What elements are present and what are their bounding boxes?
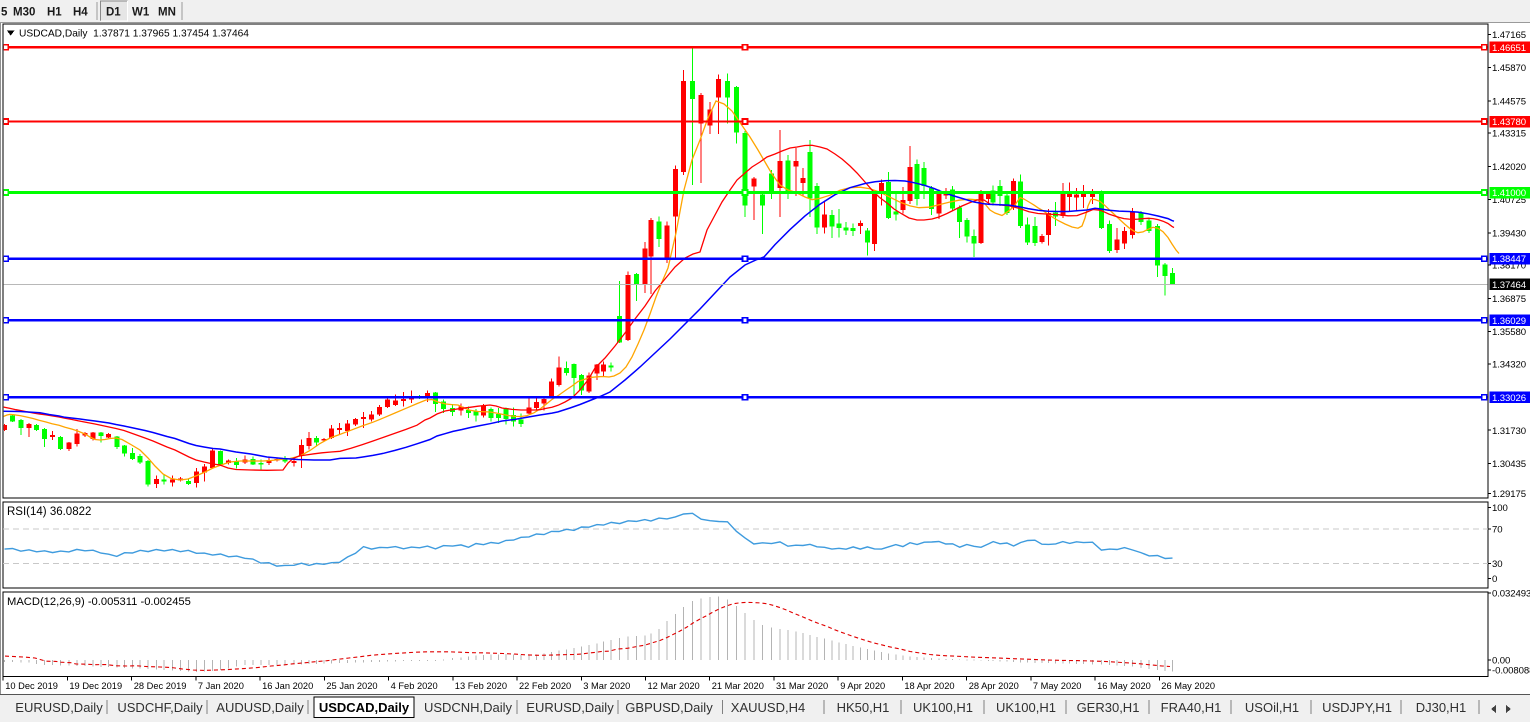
svg-text:D1: D1 [106, 7, 121, 19]
svg-text:1.42020: 1.42020 [1492, 162, 1526, 173]
svg-text:1.44575: 1.44575 [1492, 96, 1526, 107]
svg-text:1.38170: 1.38170 [1492, 261, 1526, 272]
svg-text:26 May 2020: 26 May 2020 [1161, 681, 1215, 691]
svg-text:9 Apr 2020: 9 Apr 2020 [840, 681, 885, 691]
svg-text:21 Mar 2020: 21 Mar 2020 [712, 681, 764, 691]
svg-text:1.41000: 1.41000 [1492, 188, 1526, 199]
svg-text:MN: MN [158, 7, 176, 19]
svg-text:1.33026: 1.33026 [1492, 393, 1526, 404]
svg-text:RSI(14) 36.0822: RSI(14) 36.0822 [7, 506, 91, 518]
svg-text:UK100,H1: UK100,H1 [913, 700, 973, 715]
svg-text:0: 0 [1492, 574, 1497, 585]
svg-text:M30: M30 [13, 7, 35, 19]
svg-text:W1: W1 [132, 7, 150, 19]
svg-text:10 Dec 2019: 10 Dec 2019 [5, 681, 58, 691]
svg-text:3 Mar 2020: 3 Mar 2020 [583, 681, 630, 691]
svg-text:0.032493: 0.032493 [1492, 588, 1530, 599]
svg-text:12 Mar 2020: 12 Mar 2020 [648, 681, 700, 691]
svg-text:25 Jan 2020: 25 Jan 2020 [326, 681, 377, 691]
svg-text:DJ30,H1: DJ30,H1 [1416, 700, 1467, 715]
svg-text:16 May 2020: 16 May 2020 [1097, 681, 1151, 691]
svg-text:1.39430: 1.39430 [1492, 228, 1526, 239]
svg-text:USDCNH,Daily: USDCNH,Daily [424, 700, 513, 715]
svg-text:16 Jan 2020: 16 Jan 2020 [262, 681, 313, 691]
svg-text:31 Mar 2020: 31 Mar 2020 [776, 681, 828, 691]
svg-text:1.38447: 1.38447 [1492, 254, 1526, 265]
svg-text:GER30,H1: GER30,H1 [1077, 700, 1140, 715]
svg-text:1.47165: 1.47165 [1492, 30, 1526, 41]
svg-text:H1: H1 [47, 7, 62, 19]
svg-text:EURUSD,Daily: EURUSD,Daily [526, 700, 614, 715]
svg-text:70: 70 [1492, 525, 1502, 536]
svg-text:0.00: 0.00 [1492, 655, 1510, 666]
svg-text:AUDUSD,Daily: AUDUSD,Daily [216, 700, 304, 715]
svg-text:HK50,H1: HK50,H1 [837, 700, 890, 715]
svg-text:USDCAD,Daily: USDCAD,Daily [319, 700, 410, 715]
svg-text:USDCHF,Daily: USDCHF,Daily [117, 700, 203, 715]
svg-text:22 Feb 2020: 22 Feb 2020 [519, 681, 571, 691]
svg-text:UK100,H1: UK100,H1 [996, 700, 1056, 715]
svg-text:XAUUSD,H4: XAUUSD,H4 [731, 700, 805, 715]
svg-text:USDCAD,Daily 1.37871 1.37965: USDCAD,Daily 1.37871 1.37965 1.37454 1.3… [19, 28, 249, 39]
svg-text:7 May 2020: 7 May 2020 [1033, 681, 1082, 691]
svg-text:EURUSD,Daily: EURUSD,Daily [15, 700, 103, 715]
svg-text:30: 30 [1492, 559, 1502, 570]
svg-text:28 Dec 2019: 28 Dec 2019 [134, 681, 187, 691]
svg-text:1.34320: 1.34320 [1492, 359, 1526, 370]
svg-text:GBPUSD,Daily: GBPUSD,Daily [625, 700, 713, 715]
svg-text:100: 100 [1492, 503, 1508, 514]
svg-text:1.36875: 1.36875 [1492, 294, 1526, 305]
svg-text:5: 5 [1, 7, 8, 19]
svg-text:H4: H4 [73, 7, 88, 19]
svg-text:7 Jan 2020: 7 Jan 2020 [198, 681, 244, 691]
svg-text:1.31730: 1.31730 [1492, 426, 1526, 437]
svg-text:4 Feb 2020: 4 Feb 2020 [391, 681, 438, 691]
svg-text:1.43780: 1.43780 [1492, 117, 1526, 128]
svg-text:USDJPY,H1: USDJPY,H1 [1322, 700, 1392, 715]
svg-text:1.35580: 1.35580 [1492, 327, 1526, 338]
svg-text:1.37464: 1.37464 [1492, 280, 1527, 291]
svg-text:1.36029: 1.36029 [1492, 316, 1526, 327]
svg-text:1.29175: 1.29175 [1492, 489, 1526, 500]
svg-text:19 Dec 2019: 19 Dec 2019 [69, 681, 122, 691]
svg-text:1.40725: 1.40725 [1492, 195, 1526, 206]
svg-text:FRA40,H1: FRA40,H1 [1161, 700, 1222, 715]
svg-text:-0.008088: -0.008088 [1492, 665, 1530, 676]
svg-text:18 Apr 2020: 18 Apr 2020 [904, 681, 954, 691]
svg-text:13 Feb 2020: 13 Feb 2020 [455, 681, 507, 691]
svg-text:1.43315: 1.43315 [1492, 129, 1526, 140]
svg-text:28 Apr 2020: 28 Apr 2020 [969, 681, 1019, 691]
svg-text:1.46651: 1.46651 [1492, 43, 1526, 54]
svg-text:USOil,H1: USOil,H1 [1245, 700, 1299, 715]
svg-text:1.30435: 1.30435 [1492, 459, 1526, 470]
svg-text:MACD(12,26,9) -0.005311 -0.002: MACD(12,26,9) -0.005311 -0.002455 [7, 596, 191, 608]
svg-text:1.45870: 1.45870 [1492, 63, 1526, 74]
